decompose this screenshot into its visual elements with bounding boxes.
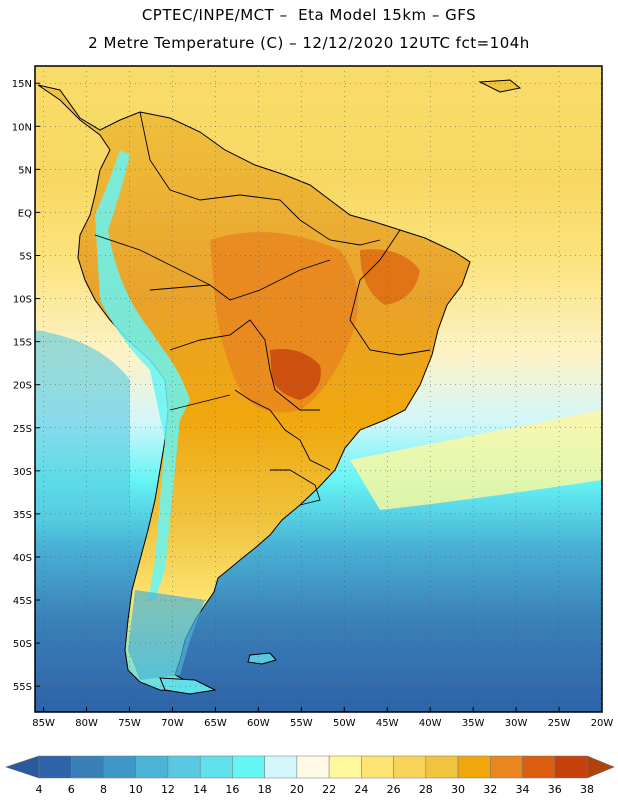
colorbar-label: 6 — [68, 783, 75, 796]
colorbar-label: 32 — [483, 783, 497, 796]
colorbar-segment — [232, 755, 265, 779]
lat-tick-label: 15S — [13, 338, 32, 349]
lat-tick-label: 10S — [13, 295, 32, 306]
lon-tick-label: 60W — [247, 718, 270, 729]
lat-tick-label: 25S — [13, 424, 32, 435]
colorbar-label: 22 — [322, 783, 336, 796]
colorbar-label: 38 — [580, 783, 594, 796]
colorbar-label: 10 — [129, 783, 143, 796]
lat-tick-label: 45S — [13, 596, 32, 607]
colorbar-label: 28 — [419, 783, 433, 796]
lat-tick-label: 20S — [13, 381, 32, 392]
longitude-tick-labels: 85W 80W 75W 70W 65W 60W 55W 50W 45W 40W 35W 30W 25W 2… — [32, 707, 613, 729]
chart-subtitle: 2 Metre Temperature (C) – 12/12/2020 12U… — [88, 34, 530, 52]
colorbar-segment — [490, 755, 523, 779]
colorbar-segment — [361, 755, 394, 779]
lat-tick-label: 30S — [13, 467, 32, 478]
colorbar-low-arrow — [5, 755, 40, 779]
colorbar-label: 26 — [387, 783, 401, 796]
colorbar-label: 36 — [548, 783, 562, 796]
lat-tick-label: 5N — [18, 165, 32, 176]
andes-cool-strip — [95, 150, 190, 600]
falkland-islands — [247, 652, 277, 665]
hot-core-region — [210, 232, 358, 413]
lon-tick-label: 85W — [32, 718, 55, 729]
lon-tick-label: 35W — [462, 718, 485, 729]
colorbar-label: 14 — [193, 783, 207, 796]
country-borders — [94, 111, 431, 506]
map-frame — [34, 65, 603, 713]
colorbar-segment — [38, 755, 72, 779]
colorbar-label: 18 — [258, 783, 272, 796]
colorbar-segment — [70, 755, 104, 779]
hottest-region — [270, 349, 321, 400]
colorbar-label: 8 — [100, 783, 107, 796]
colorbar-segment — [296, 755, 330, 779]
lat-tick-label: 10N — [12, 122, 32, 133]
colorbar-label: 4 — [36, 783, 43, 796]
lon-tick-label: 25W — [548, 718, 571, 729]
lat-tick-label: EQ — [18, 208, 32, 219]
lat-tick-label: 55S — [13, 682, 32, 693]
colorbar-label: 24 — [354, 783, 368, 796]
colorbar-label: 12 — [161, 783, 175, 796]
lat-tick-label: 35S — [13, 510, 32, 521]
lat-tick-label: 50S — [13, 639, 32, 650]
colorbar-high-arrow — [586, 755, 615, 779]
patagonia-cool-region — [128, 590, 205, 680]
colorbar-segment — [199, 755, 233, 779]
lon-tick-label: 75W — [118, 718, 141, 729]
lat-tick-label: 40S — [13, 553, 32, 564]
colorbar-label: 20 — [290, 783, 304, 796]
colorbar-label: 30 — [451, 783, 465, 796]
latitude-tick-labels: 15N 10N 5N EQ 5S 10S 15S 20S 25S 30S 35S 40S 45S 50S 5… — [12, 79, 40, 693]
colorbar-label: 34 — [516, 783, 530, 796]
tierra-del-fuego — [159, 677, 217, 695]
colorbar-label: 16 — [225, 783, 239, 796]
northeast-hot-region — [360, 249, 420, 305]
colorbar-segment — [393, 755, 427, 779]
colorbar-segment — [135, 755, 169, 779]
lon-tick-label: 65W — [204, 718, 227, 729]
colorbar-segment — [264, 755, 298, 779]
lat-tick-label: 15N — [12, 79, 32, 90]
colorbar-segment — [328, 755, 362, 779]
atlantic-warm-band — [350, 410, 602, 510]
colorbar-segment — [522, 755, 556, 779]
colorbar: 4 6 8 10 12 14 16 18 20 22 24 26 28 30 32 34 36 38 — [5, 755, 615, 796]
lon-tick-label: 30W — [505, 718, 528, 729]
lon-tick-label: 55W — [290, 718, 313, 729]
colorbar-segment — [457, 755, 491, 779]
pacific-cool-band — [35, 330, 130, 520]
colorbar-segment — [554, 755, 588, 779]
colorbar-segment — [167, 755, 201, 779]
lon-tick-label: 40W — [419, 718, 442, 729]
lon-tick-label: 80W — [75, 718, 98, 729]
colorbar-segment — [103, 755, 136, 779]
lon-tick-label: 70W — [161, 718, 184, 729]
lon-tick-label: 45W — [376, 718, 399, 729]
chart-title: CPTEC/INPE/MCT – Eta Model 15km – GFS — [141, 6, 477, 24]
lat-tick-label: 5S — [19, 251, 32, 262]
colorbar-segment — [425, 755, 459, 779]
lon-tick-label: 20W — [591, 718, 614, 729]
lon-tick-label: 50W — [333, 718, 356, 729]
